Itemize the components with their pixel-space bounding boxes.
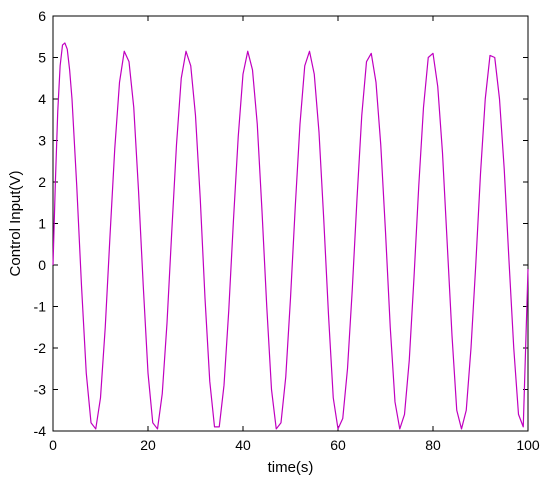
y-axis-ticks: -4 -3 -2 -1 0 1 2 3 4 5 6 bbox=[34, 8, 528, 439]
y-tick-label: -2 bbox=[34, 340, 47, 356]
plot-area bbox=[52, 15, 529, 432]
series-layer bbox=[52, 42, 529, 430]
x-tick-label: 80 bbox=[425, 437, 441, 453]
y-axis-title: Control Input(V) bbox=[7, 171, 24, 277]
y-tick-label: 2 bbox=[38, 174, 46, 190]
x-tick-label: 40 bbox=[235, 437, 251, 453]
y-tick-label: 3 bbox=[38, 133, 46, 149]
x-tick-label: 100 bbox=[516, 437, 540, 453]
y-tick-label: -4 bbox=[34, 423, 47, 439]
x-tick-label: 20 bbox=[140, 437, 156, 453]
x-axis-ticks: 0 20 40 60 80 100 bbox=[49, 16, 540, 453]
y-tick-label: 5 bbox=[38, 50, 46, 66]
y-tick-label: -1 bbox=[34, 299, 47, 315]
series-line bbox=[52, 42, 529, 430]
y-tick-label: 4 bbox=[38, 91, 46, 107]
x-tick-label: 60 bbox=[330, 437, 346, 453]
x-axis-title: time(s) bbox=[268, 459, 314, 476]
x-tick-label: 0 bbox=[49, 437, 57, 453]
y-tick-label: 0 bbox=[38, 257, 46, 273]
y-tick-label: -3 bbox=[34, 382, 47, 398]
y-tick-label: 1 bbox=[38, 216, 46, 232]
y-tick-label: 6 bbox=[38, 8, 46, 24]
